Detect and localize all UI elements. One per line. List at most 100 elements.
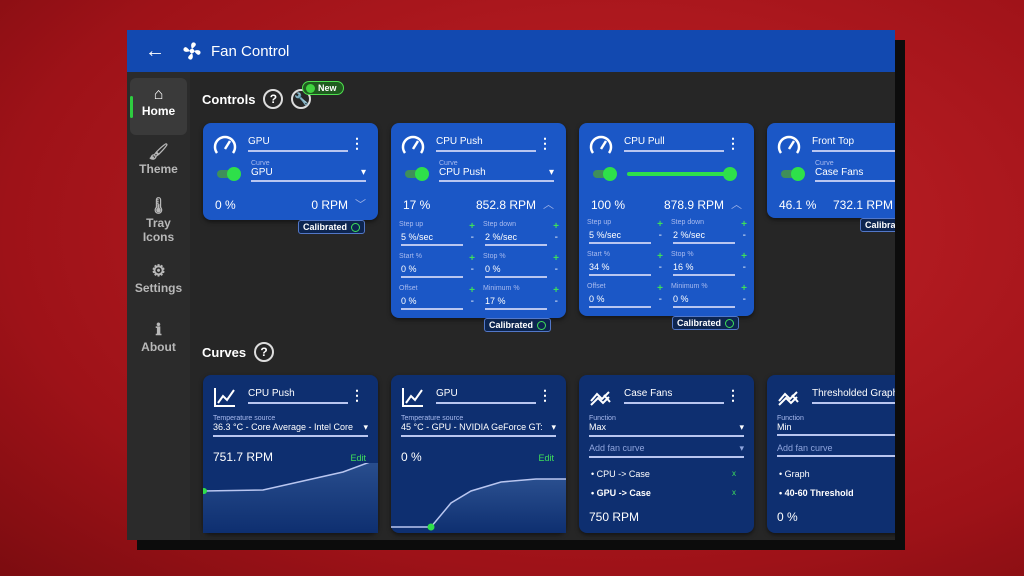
step-down-field[interactable]: Step down 2 %/sec + - [483,221,559,250]
decrement-button[interactable]: - [742,262,746,273]
field-value[interactable]: 0 % [673,294,735,308]
more-menu-icon[interactable]: ⋮ [538,135,552,151]
sidebar-item-theme[interactable]: 🖌 Theme [130,145,187,177]
increment-button[interactable]: + [741,251,747,262]
increment-button[interactable]: + [553,253,559,264]
sidebar-item-settings[interactable]: ⚙ Settings [130,264,187,296]
offset-field[interactable]: Offset 0 % + - [587,283,663,312]
sidebar-item-home[interactable]: ⌂ Home [130,78,187,135]
add-fan-curve-select[interactable]: Add fan curve [777,443,895,457]
fan-name-field[interactable]: GPU [248,136,348,152]
manual-speed-slider[interactable] [627,167,737,181]
curve-name-field[interactable]: Case Fans [624,388,724,404]
field-value[interactable]: 2 %/sec [485,232,547,246]
curve-name-field[interactable]: CPU Push [248,388,348,404]
edit-link[interactable]: Edit [350,453,366,463]
enable-toggle[interactable] [403,167,429,181]
field-value[interactable]: 17 % [485,296,547,310]
decrement-button[interactable]: - [554,232,558,243]
increment-button[interactable]: + [657,283,663,294]
decrement-button[interactable]: - [470,296,474,307]
function-select[interactable]: Function Max ▾ [589,415,744,437]
minimum-field[interactable]: Minimum % 0 % + - [671,283,747,312]
wrench-icon[interactable]: 🔧 [291,89,312,109]
increment-button[interactable]: + [741,283,747,294]
stop-field[interactable]: Stop % 16 % + - [671,251,747,280]
curve-select[interactable]: Curve Case Fans [815,160,895,182]
add-fan-curve-select[interactable]: Add fan curve ▾ [589,443,744,458]
field-value[interactable]: 34 % [589,262,651,276]
decrement-button[interactable]: - [658,230,662,241]
increment-button[interactable]: + [469,285,475,296]
curve-select[interactable]: Curve GPU ▾ [251,160,366,182]
enable-toggle[interactable] [779,167,805,181]
more-menu-icon[interactable]: ⋮ [350,387,364,403]
chevron-up-icon[interactable]: ︿ [731,199,742,211]
start-field[interactable]: Start % 0 % + - [399,253,475,282]
sidebar-item-tray-icons[interactable]: 🌡 Tray Icons [130,199,187,245]
decrement-button[interactable]: - [470,264,474,275]
remove-button[interactable]: x [732,488,736,497]
field-value[interactable]: 5 %/sec [401,232,463,246]
start-field[interactable]: Start % 34 % + - [587,251,663,280]
decrement-button[interactable]: - [742,230,746,241]
decrement-button[interactable]: - [658,262,662,273]
field-value[interactable]: 0 % [485,264,547,278]
step-down-field[interactable]: Step down 2 %/sec + - [671,219,747,248]
increment-button[interactable]: + [657,219,663,230]
increment-button[interactable]: + [469,221,475,232]
temperature-source-select[interactable]: Temperature source 45 °C - GPU - NVIDIA G… [401,415,556,437]
more-menu-icon[interactable]: ⋮ [538,387,552,403]
field-label: Step down [483,221,517,228]
more-menu-icon[interactable]: ⋮ [726,387,740,403]
field-value[interactable]: 5 %/sec [589,230,651,244]
curve-name-field[interactable]: GPU [436,388,536,404]
fan-name-field[interactable]: CPU Push [436,136,536,152]
help-icon[interactable]: ? [254,342,275,362]
back-arrow-icon[interactable]: ← [145,39,165,62]
field-value[interactable]: 2 %/sec [673,230,735,244]
fan-name-field[interactable]: Front Top [812,136,895,152]
edit-link[interactable]: Edit [538,453,554,463]
curve-graph[interactable] [203,463,378,533]
slider-handle[interactable] [723,167,737,181]
decrement-button[interactable]: - [470,232,474,243]
decrement-button[interactable]: - [658,294,662,305]
field-value[interactable]: 0 % [589,294,651,308]
field-value[interactable]: 0 % [401,296,463,310]
more-menu-icon[interactable]: ⋮ [350,135,364,151]
decrement-button[interactable]: - [554,264,558,275]
increment-button[interactable]: + [657,251,663,262]
sidebar-item-label: Settings [134,281,183,295]
curve-graph[interactable] [391,463,566,533]
stop-field[interactable]: Stop % 0 % + - [483,253,559,282]
step-up-field[interactable]: Step up 5 %/sec + - [587,219,663,248]
increment-button[interactable]: + [553,221,559,232]
more-menu-icon[interactable]: ⋮ [726,135,740,151]
increment-button[interactable]: + [553,285,559,296]
temperature-source-select[interactable]: Temperature source 36.3 °C - Core Average… [213,415,368,437]
decrement-button[interactable]: - [554,296,558,307]
curve-name-field[interactable]: Thresholded Graph [812,388,895,404]
field-value[interactable]: 16 % [673,262,735,276]
curve-select[interactable]: Curve CPU Push ▾ [439,160,554,182]
sidebar-item-about[interactable]: ℹ About [130,323,187,355]
decrement-button[interactable]: - [742,294,746,305]
chevron-down-icon[interactable]: ﹀ [355,199,366,211]
offset-field[interactable]: Offset 0 % + - [399,285,475,314]
field-value[interactable]: 0 % [401,264,463,278]
step-up-field[interactable]: Step up 5 %/sec + - [399,221,475,250]
enable-toggle[interactable] [591,167,617,181]
control-card-gpu: GPU ⋮ Curve GPU ▾ 0 % 0 RPM ﹀ [203,123,378,220]
remove-button[interactable]: x [732,469,736,478]
source-value: 36.3 °C - Core Average - Intel Core [213,422,354,432]
increment-button[interactable]: + [469,253,475,264]
fan-name-field[interactable]: CPU Pull [624,136,724,152]
speedometer-icon [777,135,801,154]
chevron-up-icon[interactable]: ︿ [543,199,554,211]
increment-button[interactable]: + [741,219,747,230]
enable-toggle[interactable] [215,167,241,181]
help-icon[interactable]: ? [263,89,284,109]
function-select[interactable]: Function Min [777,415,895,436]
minimum-field[interactable]: Minimum % 17 % + - [483,285,559,314]
